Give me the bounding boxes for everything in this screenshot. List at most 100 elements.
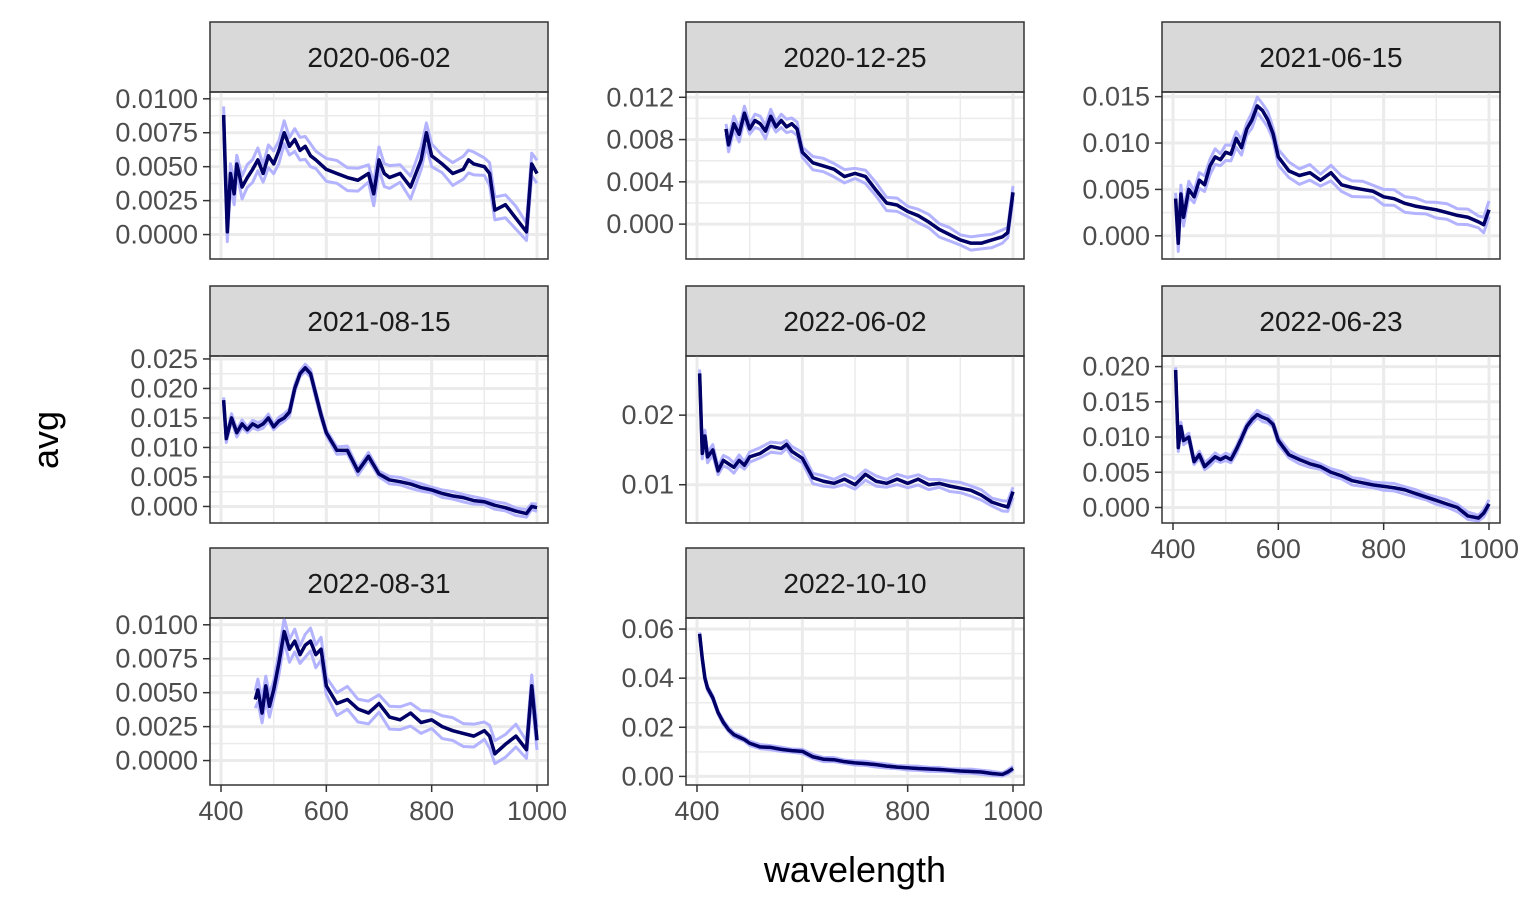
panel-2022-06-23: 2022-06-23 0.000 0.005 0.010 0.015 0.020 400 60… xyxy=(1082,285,1519,564)
x-axis-title: wavelength xyxy=(763,849,946,890)
y-tick-label: 0.000 xyxy=(130,491,198,521)
lower-ribbon-line xyxy=(724,117,1015,252)
y-tick-label: 0.010 xyxy=(130,432,198,462)
y-tick-label: 0.012 xyxy=(606,82,674,112)
lower-ribbon-line xyxy=(698,635,1014,778)
y-tick-label: 0.0050 xyxy=(115,152,198,182)
upper-ribbon-line xyxy=(253,617,539,743)
y-tick-label: 0.015 xyxy=(130,403,198,433)
panel-strip xyxy=(1161,21,1501,93)
y-tick-label: 0.000 xyxy=(1082,221,1150,251)
panel-title: 2020-12-25 xyxy=(783,42,926,73)
panel-title: 2020-06-02 xyxy=(307,42,450,73)
panel-title: 2021-06-15 xyxy=(1259,42,1402,73)
upper-ribbon-line xyxy=(1174,367,1491,517)
mean-line xyxy=(698,633,1014,776)
panel-title: 2022-10-10 xyxy=(783,568,926,599)
data-line xyxy=(1173,104,1491,245)
y-tick-label: 0.015 xyxy=(1082,82,1150,112)
upper-ribbon-line xyxy=(724,104,1015,239)
y-tick-label: 0.04 xyxy=(621,663,674,693)
y-tick-label: 0.004 xyxy=(606,167,674,197)
x-tick-label: 800 xyxy=(885,796,930,826)
data-line xyxy=(697,373,1015,509)
data-line xyxy=(724,111,1015,245)
y-tick-label: 0.010 xyxy=(1082,128,1150,158)
panel-border xyxy=(209,91,549,260)
y-tick-label: 0.0000 xyxy=(115,746,198,776)
y-axis-title: avg xyxy=(25,411,66,469)
panel-border xyxy=(685,91,1025,260)
panel-strip xyxy=(685,21,1025,93)
panel-strip xyxy=(685,285,1025,357)
x-tick-label: 400 xyxy=(198,796,243,826)
y-tick-label: 0.0025 xyxy=(115,712,198,742)
y-tick-label: 0.0100 xyxy=(115,84,198,114)
x-tick-label: 600 xyxy=(780,796,825,826)
x-tick-label: 1000 xyxy=(1459,534,1519,564)
panel-border xyxy=(685,617,1025,786)
data-line xyxy=(221,366,538,516)
y-tick-label: 0.010 xyxy=(1082,422,1150,452)
y-tick-label: 0.0075 xyxy=(115,644,198,674)
y-tick-label: 0.0050 xyxy=(115,678,198,708)
y-tick-label: 0.005 xyxy=(1082,457,1150,487)
upper-ribbon-line xyxy=(222,362,538,512)
lower-ribbon-line xyxy=(1174,372,1491,523)
panel-border xyxy=(209,355,549,524)
panel-strip xyxy=(209,547,549,619)
panel-border xyxy=(685,355,1025,524)
panel-title: 2022-08-31 xyxy=(307,568,450,599)
y-tick-label: 0.025 xyxy=(130,344,198,374)
y-tick-label: 0.0000 xyxy=(115,220,198,250)
data-line xyxy=(221,115,539,234)
data-line xyxy=(1173,370,1491,520)
panel-2020-12-25: 2020-12-25 0.000 0.004 0.008 0.012 xyxy=(606,21,1025,260)
panel-2021-06-15: 2021-06-15 0.000 0.005 0.010 0.015 xyxy=(1082,21,1501,260)
y-tick-label: 0.000 xyxy=(1082,492,1150,522)
mean-line xyxy=(1174,370,1491,520)
panel-border xyxy=(1161,355,1501,524)
y-tick-label: 0.000 xyxy=(606,209,674,239)
y-tick-label: 0.06 xyxy=(621,614,674,644)
y-tick-label: 0.005 xyxy=(1082,174,1150,204)
x-tick-label: 600 xyxy=(304,796,349,826)
lower-ribbon-line xyxy=(222,370,538,519)
x-tick-label: 1000 xyxy=(983,796,1043,826)
upper-ribbon-line xyxy=(698,369,1015,503)
lower-ribbon-line xyxy=(253,639,539,766)
y-tick-label: 0.008 xyxy=(606,125,674,155)
panel-2022-10-10: 2022-10-10 0.00 0.02 0.04 0.06 400 600 800 1000 xyxy=(621,547,1043,826)
x-tick-label: 800 xyxy=(1361,534,1406,564)
panel-border xyxy=(1161,91,1501,260)
y-tick-label: 0.020 xyxy=(130,373,198,403)
panel-2022-06-02: 2022-06-02 0.01 0.02 xyxy=(621,285,1025,524)
data-line xyxy=(697,633,1014,777)
x-tick-label: 800 xyxy=(409,796,454,826)
y-tick-label: 0.020 xyxy=(1082,352,1150,382)
panel-title: 2021-08-15 xyxy=(307,306,450,337)
x-tick-label: 1000 xyxy=(507,796,567,826)
x-tick-label: 400 xyxy=(1150,534,1195,564)
lower-ribbon-line xyxy=(698,377,1015,513)
y-tick-label: 0.0075 xyxy=(115,118,198,148)
lower-ribbon-line xyxy=(1174,111,1491,253)
panel-title: 2022-06-02 xyxy=(783,306,926,337)
panel-title: 2022-06-23 xyxy=(1259,306,1402,337)
panel-strip xyxy=(209,285,549,357)
panels-layer: 2020-06-020.00000.00250.00500.00750.0100… xyxy=(115,21,1519,826)
panel-strip xyxy=(209,21,549,93)
y-tick-label: 0.015 xyxy=(1082,387,1150,417)
y-tick-label: 0.0100 xyxy=(115,610,198,640)
y-tick-label: 0.02 xyxy=(621,712,674,742)
panel-border xyxy=(209,617,549,786)
y-tick-label: 0.005 xyxy=(130,462,198,492)
x-tick-label: 600 xyxy=(1256,534,1301,564)
y-tick-label: 0.0025 xyxy=(115,186,198,216)
y-tick-label: 0.01 xyxy=(621,470,674,500)
panel-2022-08-31: 2022-08-31 0.0000 0.0025 0.0050 0.0075 0.0100… xyxy=(115,547,567,826)
panel-2020-06-02: 2020-06-02 0.0000 0.0025 0.0050 0.0075 0.0100 xyxy=(115,21,549,260)
